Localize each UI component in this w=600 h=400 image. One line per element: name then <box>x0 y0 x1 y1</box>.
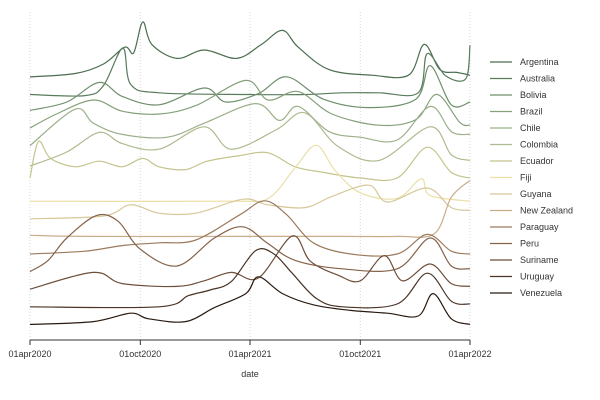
legend-label: Bolivia <box>520 90 547 100</box>
series-line-fiji <box>29 144 471 203</box>
legend-label: Australia <box>520 74 555 84</box>
legend-label: Suriname <box>520 255 559 265</box>
x-axis: 01apr2020 01oct2020 01apr2021 01oct2021 01ap… <box>8 339 492 359</box>
x-axis-title: date <box>241 369 259 379</box>
legend-label: Peru <box>520 239 539 249</box>
series-line-guyana <box>29 184 471 220</box>
x-tick-label: 01apr2022 <box>448 349 491 359</box>
series-line-chile <box>29 102 471 147</box>
legend-label: Chile <box>520 123 541 133</box>
legend-label: Fiji <box>520 173 532 183</box>
x-tick-label: 01oct2021 <box>339 349 381 359</box>
x-tick-label: 01apr2021 <box>228 349 271 359</box>
legend-label: Uruguay <box>520 272 555 282</box>
grid-lines <box>29 12 471 340</box>
series-line-peru <box>29 213 471 273</box>
series-line-paraguay <box>29 200 471 257</box>
legend: Argentina Australia Bolivia Brazil Chile Colo… <box>490 57 573 298</box>
legend-label: Paraguay <box>520 222 559 232</box>
x-tick-label: 01apr2020 <box>8 349 51 359</box>
series-line-suriname <box>29 235 471 290</box>
series-line-bolivia <box>29 65 471 111</box>
legend-label: New Zealand <box>520 206 573 216</box>
series-line-ecuador <box>29 140 471 182</box>
series-line-venezuela <box>29 276 471 325</box>
series-layer <box>29 21 471 325</box>
legend-label: Ecuador <box>520 156 554 166</box>
legend-label: Brazil <box>520 107 543 117</box>
legend-label: Colombia <box>520 140 558 150</box>
x-tick-label: 01oct2020 <box>119 349 161 359</box>
legend-label: Guyana <box>520 189 552 199</box>
series-line-colombia <box>29 111 471 167</box>
series-line-new-zealand <box>29 179 471 238</box>
series-line-brazil <box>29 79 471 129</box>
legend-label: Argentina <box>520 57 559 67</box>
series-line-argentina <box>29 21 471 79</box>
series-line-uruguay <box>29 248 471 309</box>
legend-label: Venezuela <box>520 288 562 298</box>
